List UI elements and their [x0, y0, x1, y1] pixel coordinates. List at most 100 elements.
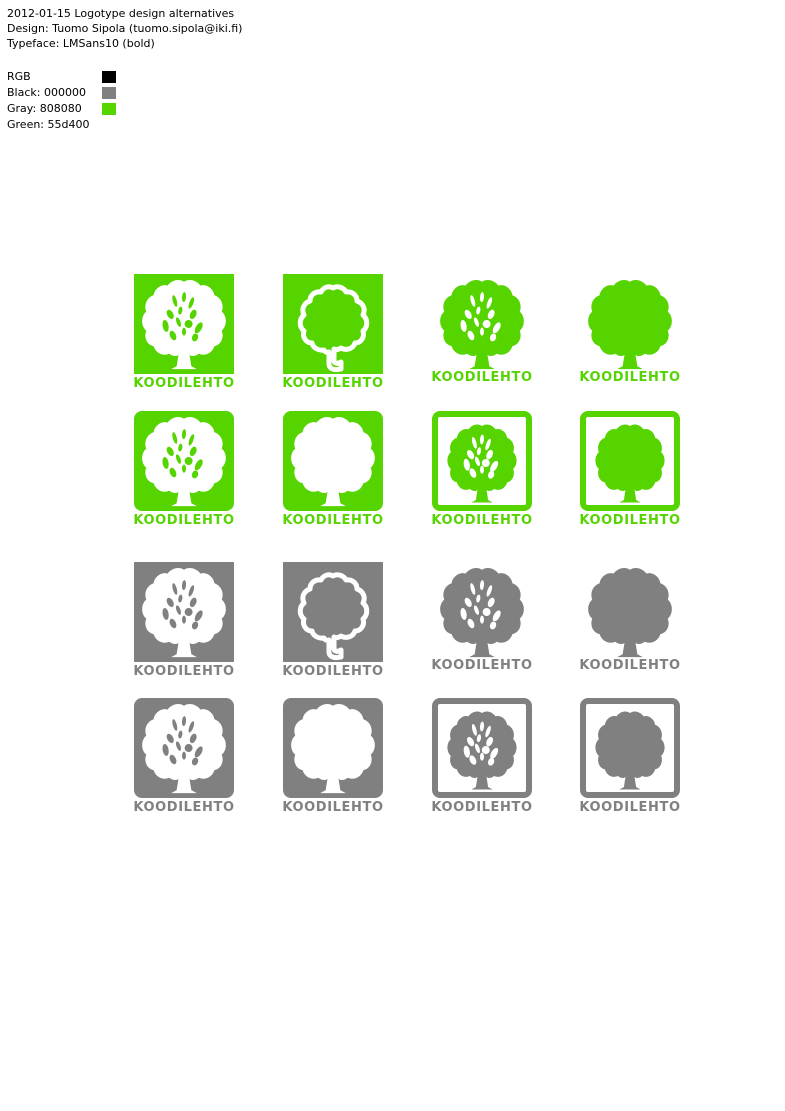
- tree-leaf-gap: [487, 470, 495, 479]
- tree-leaf-gap: [474, 456, 480, 467]
- logo-variant-3: KOODILEHTO: [431, 274, 532, 385]
- tree-icon: [440, 567, 524, 658]
- tree-leaf-gap: [175, 605, 182, 615]
- tree-leaf-gap: [169, 330, 177, 341]
- tree-leaf-gap: [486, 585, 493, 597]
- wordmark: KOODILEHTO: [431, 370, 533, 385]
- logo-variant-6: KOODILEHTO: [282, 411, 383, 528]
- tree-logo-mark: [432, 698, 532, 798]
- tree-outline-shape: [297, 572, 370, 661]
- tree-leaf-gap: [191, 621, 199, 630]
- tree-icon: [447, 424, 517, 503]
- tree-leaf-gap: [460, 319, 467, 332]
- tree-leaf-gap: [194, 322, 203, 334]
- logo-variant-8: KOODILEHTO: [579, 411, 680, 528]
- logo-variant-14: KOODILEHTO: [282, 698, 383, 815]
- legend-label-green: Green: 55d400: [7, 118, 90, 131]
- tree-leaf-gap: [188, 585, 195, 597]
- legend-swatch-green: [102, 103, 116, 115]
- tree-logo-mark: [440, 279, 524, 370]
- tree-logo-mark: [134, 698, 234, 798]
- tree-icon: [595, 424, 665, 503]
- tree-silhouette: [142, 703, 226, 794]
- tree-silhouette: [595, 711, 665, 790]
- tree-leaf-gap: [481, 459, 490, 467]
- tree-icon: [588, 279, 672, 370]
- tree-silhouette: [440, 279, 524, 370]
- tree-leaf-gap: [464, 597, 472, 607]
- tree-silhouette: [142, 567, 226, 658]
- tree-leaf-gap: [182, 327, 186, 336]
- tree-icon: [297, 572, 370, 661]
- tree-logo-mark: [440, 567, 524, 658]
- wordmark: KOODILEHTO: [133, 376, 235, 391]
- tree-leaf-gap: [481, 746, 490, 754]
- tree-leaf-gap: [188, 434, 195, 446]
- tree-leaf-gap: [162, 743, 169, 756]
- tree-leaf-gap: [476, 447, 482, 456]
- tree-leaf-gap: [479, 292, 485, 303]
- tree-leaf-gap: [473, 605, 480, 615]
- tree-silhouette: [142, 279, 226, 370]
- tree-leaf-gap: [476, 594, 481, 603]
- tree-leaf-gap: [191, 333, 199, 342]
- tree-silhouette: [588, 567, 672, 658]
- logo-frame: [432, 411, 532, 511]
- header-date-title: 2012-01-15 Logotype design alternatives: [7, 7, 235, 20]
- tree-outline-shape: [297, 284, 370, 373]
- legend-swatch-gray: [102, 87, 116, 99]
- tree-leaf-gap: [480, 752, 484, 761]
- tree-leaf-gap: [476, 734, 482, 743]
- tree-leaf-gap: [485, 725, 491, 738]
- tree-leaf-gap: [487, 597, 495, 608]
- legend-label-gray: Gray: 808080: [7, 102, 82, 115]
- tree-leaf-gap: [169, 467, 177, 478]
- tree-leaf-gap: [194, 746, 203, 758]
- tree-leaf-gap: [489, 333, 497, 342]
- color-legend: RGB Black: 000000 Gray: 808080 Green: 55…: [7, 69, 116, 133]
- wordmark: KOODILEHTO: [282, 664, 384, 679]
- tree-silhouette: [595, 424, 665, 503]
- tree-silhouette: [440, 567, 524, 658]
- tree-leaf-gap: [175, 317, 182, 327]
- tree-leaf-gap: [469, 755, 477, 765]
- header-designer: Design: Tuomo Sipola (tuomo.sipola@iki.f…: [7, 22, 243, 35]
- tree-logo-mark: [283, 698, 383, 798]
- tree-leaf-gap: [471, 437, 477, 449]
- tree-leaf-gap: [172, 583, 178, 595]
- tree-icon: [595, 711, 665, 790]
- tree-logo-mark: [580, 411, 680, 511]
- tree-leaf-gap: [490, 460, 499, 472]
- logo-frame: [432, 698, 532, 798]
- tree-silhouette: [142, 416, 226, 507]
- tree-leaf-gap: [166, 446, 174, 456]
- legend-row-gray: Gray: 808080: [7, 101, 116, 117]
- tree-leaf-gap: [162, 456, 169, 469]
- tree-leaf-gap: [194, 610, 203, 622]
- tree-leaf-gap: [463, 745, 470, 758]
- tree-leaf-gap: [172, 295, 178, 307]
- logo-variant-2: KOODILEHTO: [282, 274, 383, 391]
- tree-leaf-gap: [194, 459, 203, 471]
- wordmark: KOODILEHTO: [133, 513, 235, 528]
- legend-title-row: RGB: [7, 69, 116, 85]
- tree-logo-mark: [134, 411, 234, 511]
- tree-leaf-gap: [469, 468, 477, 478]
- tree-leaf-gap: [189, 597, 197, 608]
- tree-leaf-gap: [166, 597, 174, 607]
- tree-logo-mark: [283, 562, 383, 662]
- tree-leaf-gap: [480, 615, 484, 624]
- wordmark: KOODILEHTO: [282, 800, 384, 815]
- legend-row-black: Black: 000000: [7, 85, 116, 101]
- tree-leaf-gap: [479, 580, 485, 591]
- tree-leaf-gap: [482, 320, 491, 328]
- tree-leaf-gap: [467, 330, 475, 341]
- tree-leaf-gap: [184, 320, 193, 328]
- tree-logo-mark: [432, 411, 532, 511]
- tree-leaf-gap: [466, 737, 475, 747]
- tree-leaf-gap: [486, 297, 493, 309]
- tree-leaf-gap: [189, 309, 197, 320]
- tree-leaf-gap: [182, 464, 186, 473]
- wordmark: KOODILEHTO: [579, 370, 681, 385]
- tree-leaf-gap: [467, 618, 475, 629]
